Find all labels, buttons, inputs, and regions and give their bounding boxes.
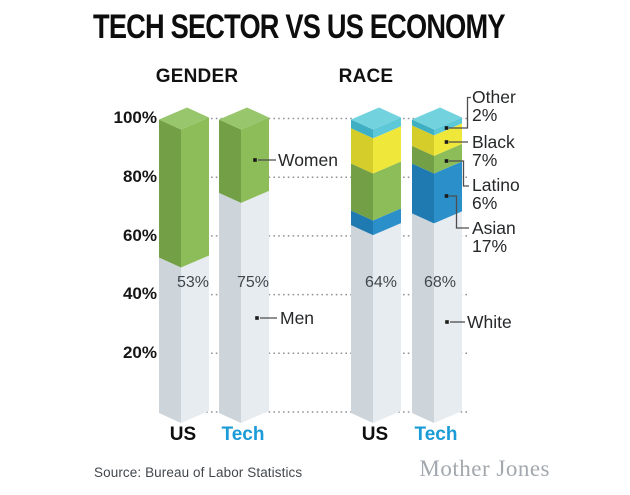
bar-race-us-black-side [351, 128, 373, 174]
section-header-race: RACE [338, 66, 394, 87]
y-tick-60: 60% [122, 226, 157, 245]
y-tick-40: 40% [122, 284, 157, 303]
bar-race-tech-other-side [412, 119, 434, 136]
chart-title: TECH SECTOR VS US ECONOMY [93, 8, 506, 46]
bar-race-us-other-side [351, 119, 373, 139]
bar-gender-us-women-front [181, 117, 209, 268]
leader-dot-asian [444, 194, 449, 198]
bar-value-race-tech: 68% [423, 274, 457, 291]
bar-value-race-us: 64% [364, 274, 398, 291]
leader-line-asian [449, 195, 469, 229]
legend-item-other: Other 2% [472, 88, 516, 124]
x-label-race-us: US [361, 424, 389, 445]
bar-race-tech-white-front [434, 211, 462, 423]
annotation-men: Men [280, 308, 315, 328]
annotation-women: Women [278, 150, 338, 170]
leader-dot-white [445, 320, 449, 324]
leader-dot-black [444, 140, 449, 144]
bar-race-us-top-face [351, 107, 401, 130]
y-tick-20: 20% [122, 343, 157, 362]
bar-gender-tech-top-face [219, 107, 269, 130]
bar-race-us-white-side [351, 225, 373, 423]
bar-gender-tech-men-side [219, 192, 241, 423]
legend-item-asian: Asian 17% [472, 219, 516, 255]
legend-latino-name: Latino [472, 175, 520, 195]
bar-gender-us-top-face [159, 107, 209, 130]
bar-race-tech-asian-front [434, 161, 462, 224]
bar-race-tech-top-face [412, 107, 462, 130]
y-tick-80: 80% [122, 167, 157, 186]
bar-race-tech-black-side [412, 125, 434, 156]
legend-black-name: Black [472, 132, 515, 152]
legend-black-pct: 7% [472, 150, 498, 170]
bar-race-tech-white-side [412, 213, 434, 423]
bar-race-us-other-front [373, 117, 401, 139]
bar-value-gender-tech: 75% [236, 274, 270, 291]
leader-dot-men [255, 316, 259, 320]
x-label-gender-tech: Tech [221, 424, 265, 445]
bar-gender-us-women-side [159, 119, 181, 268]
legend-asian-pct: 17% [472, 236, 508, 256]
bar-race-tech-latino-side [412, 145, 434, 174]
legend-asian-name: Asian [472, 218, 516, 238]
bar-race-us-latino-side [351, 163, 373, 221]
bar-value-gender-us: 53% [176, 274, 210, 291]
y-tick-100: 100% [113, 108, 157, 127]
bar-race-us-latino-front [373, 161, 401, 221]
bar-race-tech-asian-side [412, 163, 434, 224]
legend-item-latino: Latino 6% [472, 176, 520, 212]
leader-dot-other [444, 126, 449, 130]
annotation-white: White [467, 312, 512, 332]
bar-race-us-asian-front [373, 208, 401, 236]
bar-gender-tech-men-front [241, 190, 269, 423]
source-note: Source: Bureau of Labor Statistics [94, 465, 303, 480]
bar-race-us-asian-side [351, 210, 373, 236]
legend-other-name: Other [472, 87, 516, 107]
bar-gender-us-men-front [181, 255, 209, 423]
section-header-gender: GENDER [155, 66, 239, 87]
leader-dot-women [253, 158, 257, 162]
legend-item-black: Black 7% [472, 133, 515, 169]
bar-race-us-white-front [373, 223, 401, 423]
legend-other-pct: 2% [472, 105, 498, 125]
x-label-race-tech: Tech [414, 424, 458, 445]
leader-line-latino [449, 160, 469, 187]
legend-latino-pct: 6% [472, 193, 498, 213]
bar-gender-tech-women-side [219, 119, 241, 203]
leader-dot-latino [444, 159, 449, 163]
leader-line-other [449, 96, 471, 129]
bar-race-tech-black-front [434, 123, 462, 156]
bar-race-us-black-front [373, 126, 401, 174]
x-label-gender-us: US [169, 424, 197, 445]
publisher-logo: Mother Jones [419, 456, 550, 481]
bar-gender-us-men-side [159, 257, 181, 423]
bar-race-tech-latino-front [434, 143, 462, 174]
